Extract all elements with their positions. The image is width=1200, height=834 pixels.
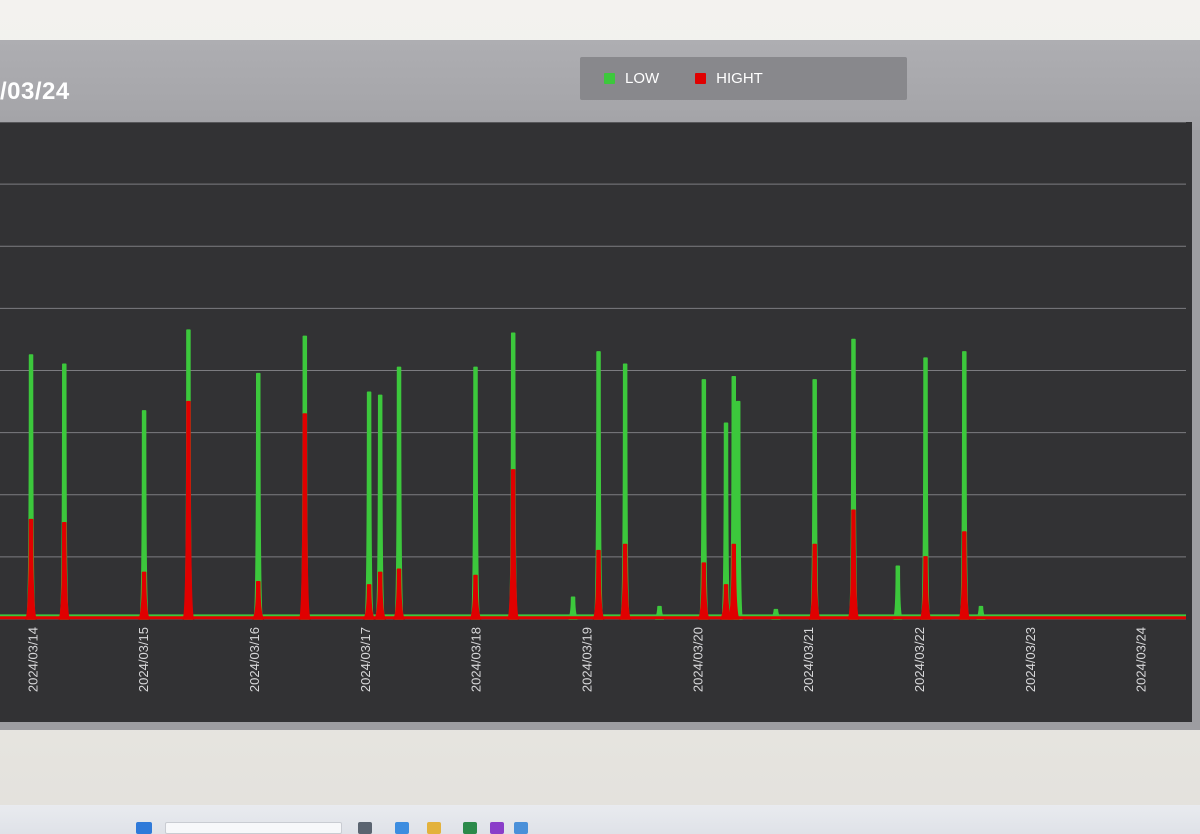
data-point[interactable] xyxy=(252,580,265,620)
series-layer xyxy=(0,329,1186,620)
x-tick-label: 2024/03/15 xyxy=(136,627,151,692)
legend-swatch-hight xyxy=(695,73,707,84)
chart-title: /03/24 xyxy=(0,78,70,105)
chart-legend: LOW HIGHT xyxy=(580,57,907,100)
data-point[interactable] xyxy=(728,543,740,620)
app-icon[interactable] xyxy=(358,822,372,834)
data-point[interactable] xyxy=(619,543,631,620)
data-point[interactable] xyxy=(138,571,150,620)
data-point[interactable] xyxy=(958,531,971,620)
data-point[interactable] xyxy=(182,400,195,620)
data-point[interactable] xyxy=(363,584,375,620)
x-tick-label: 2024/03/21 xyxy=(801,627,816,692)
data-point[interactable] xyxy=(253,372,264,620)
legend-item-hight[interactable]: HIGHT xyxy=(695,70,763,87)
data-point[interactable] xyxy=(568,596,578,620)
app-icon[interactable] xyxy=(395,822,409,834)
legend-swatch-low xyxy=(604,73,615,84)
data-point[interactable] xyxy=(919,556,932,620)
x-axis-ticks: 2024/03/14 2024/03/15 2024/03/16 2024/03/17… xyxy=(25,627,1148,692)
series-hight xyxy=(0,400,1186,620)
x-tick-label: 2024/03/18 xyxy=(469,627,484,692)
x-tick-label: 2024/03/19 xyxy=(579,627,594,692)
data-point[interactable] xyxy=(469,574,482,620)
x-tick-label: 2024/03/22 xyxy=(912,627,927,692)
search-box-icon[interactable] xyxy=(165,822,342,834)
legend-item-low[interactable]: LOW xyxy=(604,70,659,87)
data-point[interactable] xyxy=(893,565,903,620)
x-tick-label: 2024/03/20 xyxy=(690,627,705,692)
legend-label-hight: HIGHT xyxy=(716,70,763,87)
x-tick-label: 2024/03/16 xyxy=(247,627,262,692)
x-tick-label: 2024/03/17 xyxy=(358,627,373,692)
data-point[interactable] xyxy=(808,543,821,620)
data-point[interactable] xyxy=(394,366,404,620)
data-point[interactable] xyxy=(393,568,405,620)
data-point[interactable] xyxy=(364,391,374,620)
data-point[interactable] xyxy=(374,571,386,620)
app-icon[interactable] xyxy=(427,822,441,834)
x-tick-label: 2024/03/23 xyxy=(1023,627,1038,692)
windows-start-icon[interactable] xyxy=(136,822,152,834)
data-point[interactable] xyxy=(507,469,519,620)
app-icon[interactable] xyxy=(463,822,477,834)
app-icon[interactable] xyxy=(514,822,528,834)
data-point[interactable] xyxy=(58,521,71,620)
plot-background xyxy=(0,122,1192,722)
legend-label-low: LOW xyxy=(625,70,660,87)
data-point[interactable] xyxy=(847,509,860,620)
app-icon[interactable] xyxy=(490,822,504,834)
data-point[interactable] xyxy=(299,413,311,620)
data-point[interactable] xyxy=(698,562,710,620)
x-tick-label: 2024/03/14 xyxy=(25,627,40,692)
data-point[interactable] xyxy=(25,518,37,620)
x-tick-label: 2024/03/24 xyxy=(1134,627,1149,692)
data-point[interactable] xyxy=(592,549,605,620)
data-point[interactable] xyxy=(470,366,481,620)
data-point[interactable] xyxy=(721,422,731,620)
chart-plot-area: 2024/03/14 2024/03/15 2024/03/16 2024/03/17… xyxy=(0,122,1192,722)
